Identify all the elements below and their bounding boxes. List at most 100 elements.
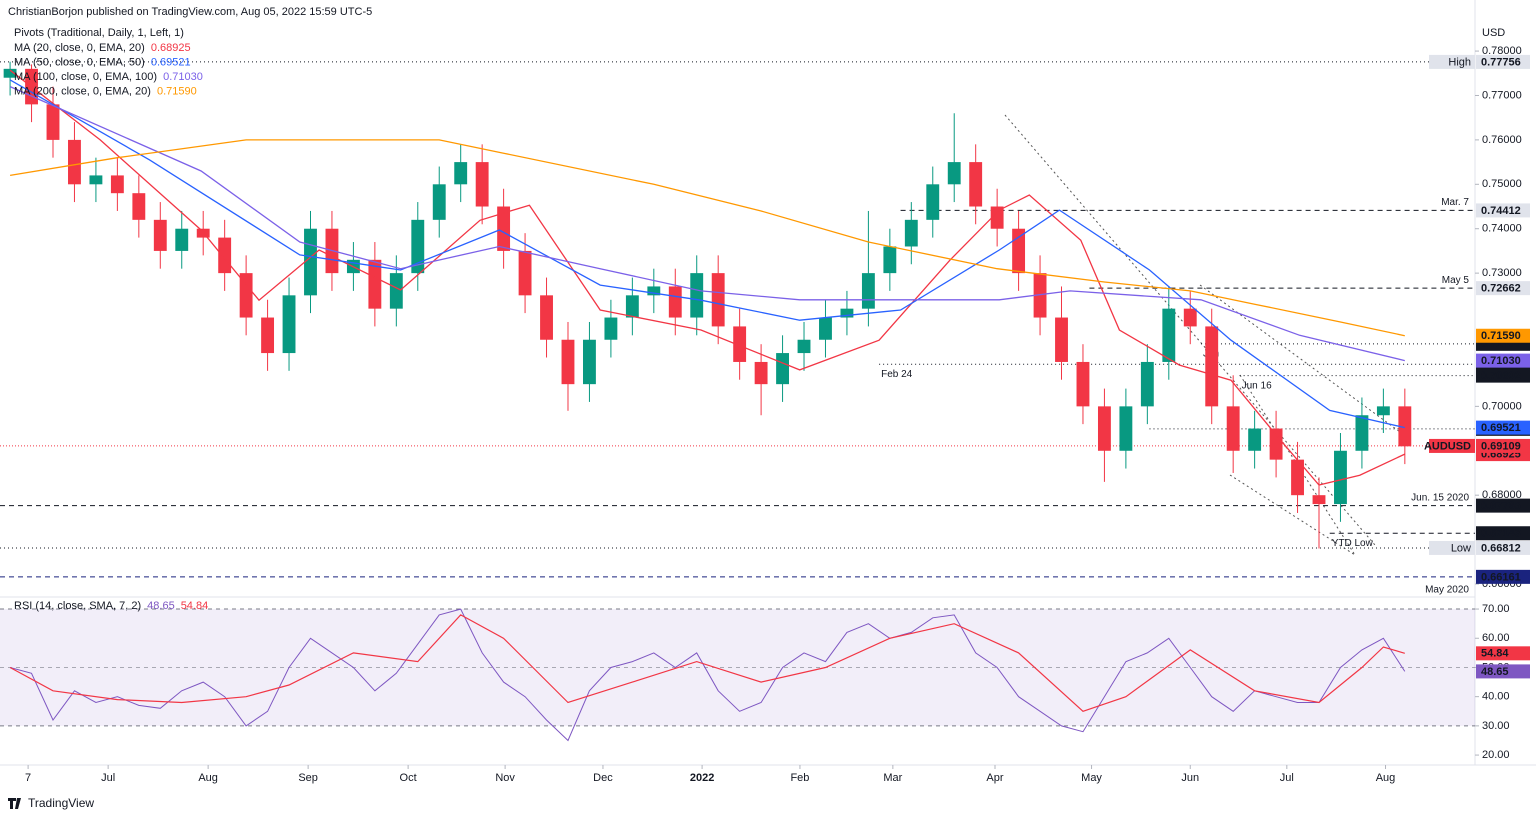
x-tick-label: Jun (1181, 772, 1199, 784)
candle-body (304, 228, 317, 296)
price-box (1476, 569, 1530, 584)
candle-body (1376, 406, 1390, 416)
header: ChristianBorjon published on TradingView… (8, 6, 372, 18)
price-box-label: 0.66161 (1481, 571, 1521, 583)
x-tick-label: Apr (986, 772, 1003, 784)
candle-body (239, 273, 253, 318)
x-tick-label: Oct (400, 772, 417, 784)
price-box-label: 54.84 (1481, 648, 1509, 660)
x-tick-label: 2022 (690, 772, 714, 784)
price-box-label: 0.67143 (1481, 528, 1521, 540)
price-box (1476, 664, 1530, 679)
candle-body (625, 295, 639, 318)
candle-body (754, 361, 768, 385)
ma-legend-name: MA (20, close, 0, EMA, 20) (14, 42, 145, 54)
candle-body (46, 104, 60, 140)
candle-body (947, 162, 961, 185)
candle-body (1162, 308, 1176, 362)
ma-legend-name: MA (100, close, 0, EMA, 100) (14, 71, 157, 83)
moving-average (9, 69, 1406, 486)
candle-body (711, 273, 725, 327)
candle-body (1248, 428, 1262, 451)
candle-body (969, 162, 983, 207)
x-tick-label: Aug (1376, 772, 1396, 784)
logo (8, 798, 21, 809)
price-box (1476, 368, 1530, 383)
y-tick-label: 0.74000 (1482, 223, 1522, 235)
x-tick-label: May (1081, 772, 1102, 784)
candle-body (1076, 361, 1090, 407)
price-box (1476, 54, 1530, 69)
rsi-legend-value: 48.65 (147, 600, 175, 612)
y-tick-label: 0.75000 (1482, 178, 1522, 190)
candle-body (561, 339, 575, 385)
candle-body (389, 273, 403, 309)
price-box (1476, 281, 1530, 296)
price-box (1476, 540, 1530, 555)
price-box (1476, 646, 1530, 661)
candle-body (797, 339, 811, 354)
candle-body (1183, 308, 1197, 327)
candle-body (1312, 495, 1326, 505)
x-tick-label: Aug (198, 772, 218, 784)
x-tick-label: Jul (101, 772, 115, 784)
candle-body (518, 250, 532, 296)
candle-body (1226, 406, 1240, 451)
level-note: Mar. 7 (1441, 197, 1469, 208)
candle-body (218, 237, 232, 274)
price-box-label: 0.70692 (1481, 370, 1521, 382)
y-tick-label: 0.68000 (1482, 489, 1522, 501)
moving-average (9, 79, 1405, 429)
level-note: Feb 24 (881, 369, 913, 380)
candle-body (3, 68, 17, 78)
rsi-tick-label: 30.00 (1482, 720, 1510, 732)
price-box-label: 0.72662 (1481, 283, 1521, 295)
y-tick-label: 0.77000 (1482, 89, 1522, 101)
candle-body (1012, 228, 1026, 274)
candle-body (282, 295, 296, 354)
y-tick-label: 0.70000 (1482, 400, 1522, 412)
price-box (1476, 353, 1530, 368)
candle-body (604, 317, 618, 340)
candle-body (647, 286, 661, 296)
ma-legend: MA (50, close, 0, EMA, 50) 0.69521 (14, 56, 191, 68)
ma-legend-value: 0.71590 (157, 85, 197, 97)
candle-body (475, 162, 489, 207)
rsi-legend: RSI (14, close, SMA, 7, 2) 48.65 54.84 (14, 600, 208, 612)
candle-body (1398, 406, 1412, 447)
x-tick-label: 7 (25, 772, 31, 784)
x-tick-label: Sep (298, 772, 318, 784)
y-tick-label: 0.73000 (1482, 267, 1522, 279)
rsi-tick-label: 40.00 (1482, 691, 1510, 703)
candle-body (583, 339, 596, 385)
price-box-tag-label: High (1448, 56, 1471, 68)
ma-legend-value: 0.71030 (163, 71, 203, 83)
candle-body (1205, 326, 1219, 407)
candle-body (990, 206, 1004, 229)
price-box (1476, 498, 1530, 513)
candle-body (1291, 459, 1304, 496)
footer: TradingView (28, 796, 94, 810)
price-box (1476, 203, 1530, 218)
moving-average (9, 86, 1405, 362)
price-box-tag-label: Low (1451, 542, 1471, 554)
pivots-legend: Pivots (Traditional, Daily, 1, Left, 1) (14, 27, 184, 39)
y-tick-label: 0.78000 (1482, 45, 1522, 57)
level-note: May 2020 (1425, 584, 1469, 595)
candle-body (926, 184, 940, 220)
rsi-tick-label: 60.00 (1482, 632, 1510, 644)
price-box (1476, 526, 1530, 541)
x-tick-label: Mar (883, 772, 902, 784)
candle-body (1334, 450, 1347, 505)
ma-legend-value: 0.69521 (151, 56, 191, 68)
price-box (1476, 420, 1530, 435)
price-box-label: 0.71590 (1481, 330, 1521, 342)
ma-legend: MA (200, close, 0, EMA, 20) 0.71590 (14, 85, 197, 97)
ma-legend-value: 0.68925 (151, 42, 191, 54)
candle-body (175, 228, 189, 251)
price-box-label: 0.74412 (1481, 205, 1521, 217)
rsi-legend-sma: 54.84 (181, 600, 209, 612)
price-box-tag (1429, 438, 1475, 453)
